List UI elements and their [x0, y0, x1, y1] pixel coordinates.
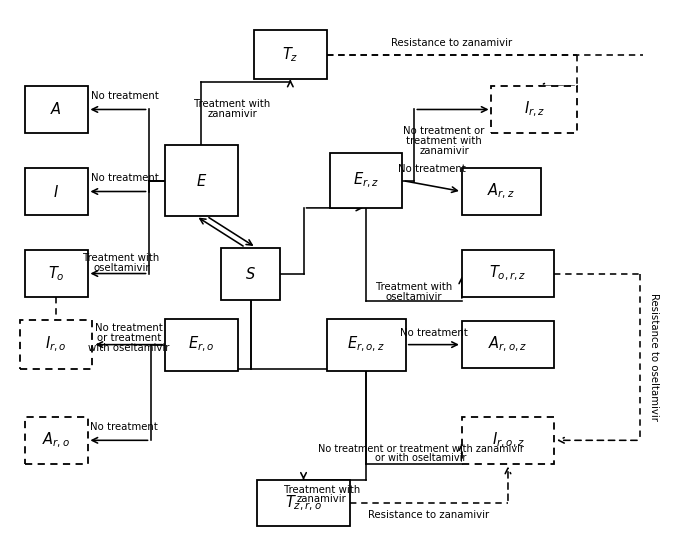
Text: oseltamivir: oseltamivir: [93, 263, 149, 273]
Bar: [221, 248, 281, 300]
Text: $E$: $E$: [196, 172, 207, 189]
Text: or treatment: or treatment: [96, 333, 161, 343]
Bar: [20, 320, 92, 369]
Text: zanamivir: zanamivir: [419, 146, 469, 156]
Text: Resistance to oseltamivir: Resistance to oseltamivir: [649, 293, 660, 421]
Text: with oseltamivir: with oseltamivir: [88, 343, 170, 353]
Text: No treatment: No treatment: [91, 91, 159, 101]
Bar: [25, 251, 87, 297]
Text: No treatment: No treatment: [398, 163, 466, 174]
Bar: [326, 319, 406, 371]
Text: Treatment with: Treatment with: [194, 99, 271, 109]
Text: $T_{z,r,o}$: $T_{z,r,o}$: [285, 494, 322, 513]
Text: $T_o$: $T_o$: [48, 264, 65, 283]
Text: No treatment: No treatment: [91, 173, 159, 183]
Text: zanamivir: zanamivir: [208, 109, 258, 119]
Text: Resistance to zanamivir: Resistance to zanamivir: [368, 510, 489, 520]
Text: zanamivir: zanamivir: [297, 494, 347, 504]
Text: No treatment or treatment with zanamivir: No treatment or treatment with zanamivir: [318, 444, 524, 454]
Text: Resistance to zanamivir: Resistance to zanamivir: [392, 38, 512, 48]
Text: or with oseltamivir: or with oseltamivir: [375, 453, 466, 463]
Text: Treatment with: Treatment with: [83, 253, 160, 263]
Text: No treatment: No treatment: [400, 328, 468, 338]
Text: Treatment with: Treatment with: [376, 282, 452, 292]
Text: Treatment with: Treatment with: [283, 484, 360, 494]
Bar: [254, 30, 326, 79]
Bar: [462, 321, 554, 368]
Text: treatment with: treatment with: [406, 136, 482, 146]
Text: $I_{r,z}$: $I_{r,z}$: [524, 100, 545, 119]
Bar: [491, 86, 577, 133]
Bar: [257, 480, 350, 526]
Text: $E_{r,o,z}$: $E_{r,o,z}$: [347, 335, 385, 354]
Bar: [462, 169, 541, 215]
Text: $I_{r,o,z}$: $I_{r,o,z}$: [491, 431, 524, 450]
Text: No treatment: No treatment: [90, 422, 158, 432]
Text: $A$: $A$: [50, 102, 62, 118]
Text: $E_{r,o}$: $E_{r,o}$: [188, 335, 215, 354]
Bar: [330, 153, 402, 208]
Text: $E_{r,z}$: $E_{r,z}$: [353, 171, 380, 190]
Text: $A_{r,z}$: $A_{r,z}$: [487, 182, 516, 201]
Bar: [462, 417, 554, 464]
Text: No treatment: No treatment: [95, 323, 163, 333]
Bar: [25, 417, 87, 464]
Text: $S$: $S$: [246, 266, 256, 282]
Text: $I$: $I$: [53, 184, 59, 200]
Bar: [165, 319, 238, 371]
Text: No treatment or: No treatment or: [403, 126, 485, 136]
Bar: [25, 86, 87, 133]
Bar: [462, 251, 554, 297]
Text: $T_{o,r,z}$: $T_{o,r,z}$: [489, 264, 527, 283]
Bar: [25, 169, 87, 215]
Text: $I_{r,o}$: $I_{r,o}$: [45, 335, 67, 354]
Text: oseltamivir: oseltamivir: [386, 292, 442, 302]
Text: $A_{r,o,z}$: $A_{r,o,z}$: [489, 335, 528, 354]
Text: $T_z$: $T_z$: [282, 45, 299, 64]
Text: $A_{r,o}$: $A_{r,o}$: [42, 431, 70, 450]
Bar: [165, 145, 238, 216]
